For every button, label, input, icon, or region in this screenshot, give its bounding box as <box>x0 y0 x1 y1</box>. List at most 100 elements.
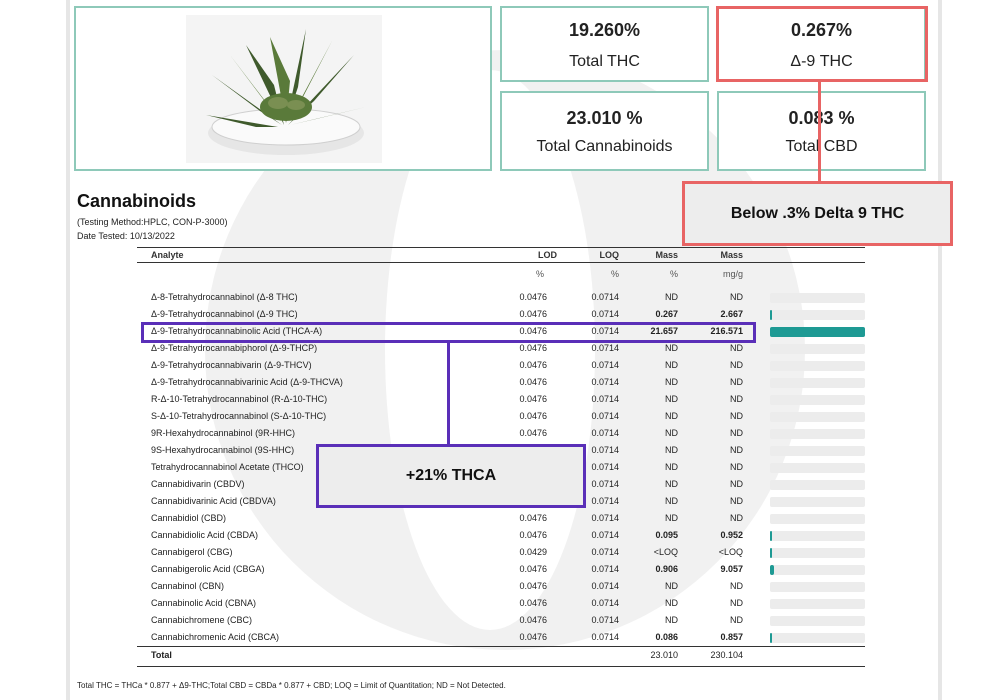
table-top-rule <box>137 247 865 248</box>
analyte-name: Δ-9-Tetrahydrocannabiphorol (Δ-9-THCP) <box>151 343 318 353</box>
total-mass-pct: 23.010 <box>650 650 678 660</box>
total-mass-mg: 230.104 <box>710 650 743 660</box>
mass-pct-value: ND <box>665 445 678 455</box>
loq-value: 0.0714 <box>591 479 619 489</box>
mass-mg-value: ND <box>730 343 743 353</box>
loq-value: 0.0714 <box>591 394 619 404</box>
table-row: Cannabichromene (CBC) 0.0476 0.0714 ND ND <box>137 615 865 629</box>
total-thc-label: Total THC <box>569 53 640 70</box>
analyte-name: Cannabichromene (CBC) <box>151 615 253 625</box>
table-row: Cannabidivarinic Acid (CBDVA) 0.0714 ND ND <box>137 496 865 510</box>
analyte-name: Δ-9-Tetrahydrocannabinol (Δ-9 THC) <box>151 309 298 319</box>
concentration-bar <box>770 514 865 524</box>
thca-callout-connector <box>447 343 450 444</box>
analyte-name: Δ-8-Tetrahydrocannabinol (Δ-8 THC) <box>151 292 298 302</box>
table-row: Cannabidiolic Acid (CBDA) 0.0476 0.0714 0.0… <box>137 530 865 544</box>
mass-pct-value: 0.267 <box>655 309 678 319</box>
mass-pct-value: ND <box>665 513 678 523</box>
table-row: Tetrahydrocannabinol Acetate (THCO) 0.071… <box>137 462 865 476</box>
table-row: Δ-9-Tetrahydrocannabinolic Acid (THCA-A)… <box>137 326 865 340</box>
concentration-bar <box>770 497 865 507</box>
unit-lod: % <box>535 269 544 279</box>
table-row: R-Δ-10-Tetrahydrocannabinol (R-Δ-10-THC)… <box>137 394 865 408</box>
unit-mass-mg: mg/g <box>722 269 743 279</box>
mass-pct-value: ND <box>665 496 678 506</box>
lod-value: 0.0476 <box>519 513 547 523</box>
mass-pct-value: ND <box>665 377 678 387</box>
mass-mg-value: ND <box>730 292 743 302</box>
mass-pct-value: 21.657 <box>650 326 678 336</box>
analyte-name: Cannabigerol (CBG) <box>151 547 233 557</box>
analyte-name: Δ-9-Tetrahydrocannabinolic Acid (THCA-A) <box>151 326 323 336</box>
mass-mg-value: 2.667 <box>720 309 743 319</box>
mass-pct-value: ND <box>665 462 678 472</box>
mass-pct-value: <LOQ <box>653 547 678 557</box>
cannabis-flower-photo <box>186 15 382 163</box>
loq-value: 0.0714 <box>591 530 619 540</box>
thca-highlight-frame <box>141 322 756 343</box>
lod-value: 0.0476 <box>519 581 547 591</box>
thca-callout-box: +21% THCA <box>316 444 586 508</box>
mass-pct-value: ND <box>665 411 678 421</box>
analyte-name: Cannabidivarin (CBDV) <box>151 479 245 489</box>
concentration-bar <box>770 582 865 592</box>
lod-value: 0.0476 <box>519 428 547 438</box>
lod-value: 0.0476 <box>519 326 547 336</box>
loq-value: 0.0714 <box>591 632 619 642</box>
analyte-name: Cannabidivarinic Acid (CBDVA) <box>151 496 276 506</box>
analyte-name: Cannabichromenic Acid (CBCA) <box>151 632 280 642</box>
delta9-thc-label: Δ-9 THC <box>790 53 853 70</box>
analyte-name: Cannabinolic Acid (CBNA) <box>151 598 257 608</box>
loq-value: 0.0714 <box>591 428 619 438</box>
delta9-thc-value: 0.267% <box>790 20 853 40</box>
col-header-analyte: Analyte <box>151 250 184 260</box>
concentration-bar <box>770 565 865 575</box>
lod-value: 0.0476 <box>519 394 547 404</box>
table-row: Cannabigerolic Acid (CBGA) 0.0476 0.0714 0.… <box>137 564 865 578</box>
mass-mg-value: <LOQ <box>718 547 743 557</box>
concentration-bar <box>770 327 865 337</box>
table-row: Cannabidivarin (CBDV) 0.0714 ND ND <box>137 479 865 493</box>
concentration-bar <box>770 633 865 643</box>
mass-mg-value: 0.857 <box>720 632 743 642</box>
analyte-name: Tetrahydrocannabinol Acetate (THCO) <box>151 462 304 472</box>
mass-pct-value: 0.095 <box>655 530 678 540</box>
mass-mg-value: 0.952 <box>720 530 743 540</box>
concentration-bar <box>770 412 865 422</box>
analyte-name: Cannabidiol (CBD) <box>151 513 227 523</box>
col-header-mass-mg: Mass <box>720 250 743 260</box>
mass-mg-value: 216.571 <box>710 326 743 336</box>
concentration-bar <box>770 616 865 626</box>
mass-pct-value: ND <box>665 428 678 438</box>
mass-mg-value: ND <box>730 428 743 438</box>
concentration-bar <box>770 378 865 388</box>
mass-pct-value: ND <box>665 598 678 608</box>
analyte-name: Δ-9-Tetrahydrocannabivarin (Δ-9-THCV) <box>151 360 312 370</box>
lod-value: 0.0476 <box>519 292 547 302</box>
loq-value: 0.0714 <box>591 326 619 336</box>
analyte-name: R-Δ-10-Tetrahydrocannabinol (R-Δ-10-THC) <box>151 394 328 404</box>
concentration-bar <box>770 361 865 371</box>
concentration-bar <box>770 480 865 490</box>
product-photo-card <box>74 6 492 171</box>
total-cannabinoids-label: Total Cannabinoids <box>536 138 673 155</box>
mass-pct-value: ND <box>665 394 678 404</box>
concentration-bar <box>770 548 865 558</box>
lod-value: 0.0476 <box>519 411 547 421</box>
mass-pct-value: ND <box>665 360 678 370</box>
analyte-name: S-Δ-10-Tetrahydrocannabinol (S-Δ-10-THC) <box>151 411 327 421</box>
loq-value: 0.0714 <box>591 547 619 557</box>
total-label: Total <box>151 650 172 660</box>
mass-pct-value: ND <box>665 581 678 591</box>
mass-mg-value: ND <box>730 598 743 608</box>
table-header-rule <box>137 262 865 263</box>
unit-loq: % <box>610 269 619 279</box>
loq-value: 0.0714 <box>591 343 619 353</box>
lod-value: 0.0476 <box>519 530 547 540</box>
mass-mg-value: ND <box>730 411 743 421</box>
concentration-bar-fill <box>770 565 774 575</box>
concentration-bar <box>770 429 865 439</box>
lod-value: 0.0476 <box>519 632 547 642</box>
lod-value: 0.0429 <box>519 547 547 557</box>
concentration-bar <box>770 463 865 473</box>
